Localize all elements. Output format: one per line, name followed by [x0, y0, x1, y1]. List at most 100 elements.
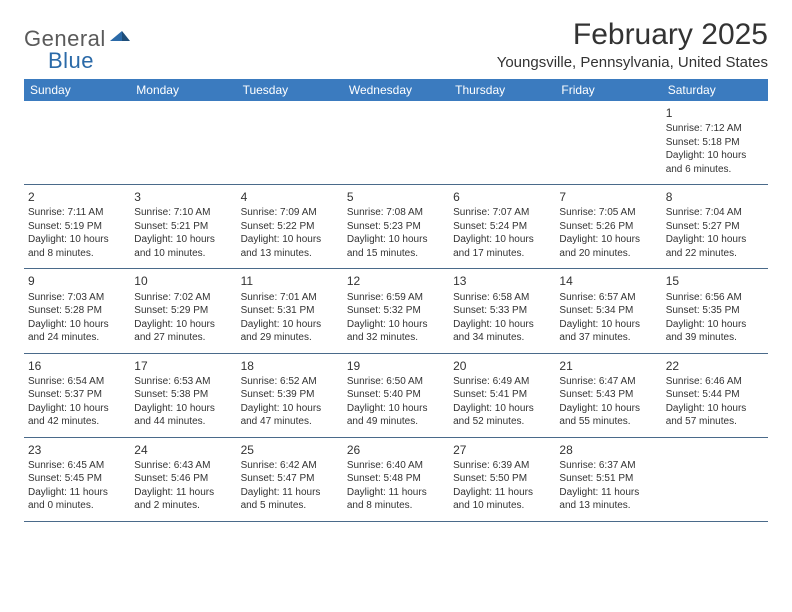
daylight-text: Daylight: 10 hours and 15 minutes.	[347, 233, 445, 260]
day-number: 25	[241, 442, 339, 458]
sunset-text: Sunset: 5:33 PM	[453, 304, 551, 318]
title-block: February 2025 Youngsville, Pennsylvania,…	[497, 18, 768, 71]
sunrise-text: Sunrise: 6:50 AM	[347, 375, 445, 389]
day-number: 24	[134, 442, 232, 458]
day-number: 3	[134, 189, 232, 205]
day-number: 19	[347, 358, 445, 374]
daylight-text: Daylight: 10 hours and 52 minutes.	[453, 402, 551, 429]
day-number: 1	[666, 105, 764, 121]
day-cell: 27Sunrise: 6:39 AMSunset: 5:50 PMDayligh…	[449, 438, 555, 521]
day-number: 14	[559, 273, 657, 289]
day-number: 27	[453, 442, 551, 458]
day-cell: 25Sunrise: 6:42 AMSunset: 5:47 PMDayligh…	[237, 438, 343, 521]
sunset-text: Sunset: 5:37 PM	[28, 388, 126, 402]
sunrise-text: Sunrise: 6:54 AM	[28, 375, 126, 389]
sunrise-text: Sunrise: 6:58 AM	[453, 291, 551, 305]
day-number: 4	[241, 189, 339, 205]
day-number: 8	[666, 189, 764, 205]
day-cell: 3Sunrise: 7:10 AMSunset: 5:21 PMDaylight…	[130, 185, 236, 268]
sunrise-text: Sunrise: 6:43 AM	[134, 459, 232, 473]
day-cell: 8Sunrise: 7:04 AMSunset: 5:27 PMDaylight…	[662, 185, 768, 268]
day-cell	[24, 101, 130, 184]
sunset-text: Sunset: 5:29 PM	[134, 304, 232, 318]
logo: General Blue	[24, 18, 132, 52]
weekday-header: Thursday	[449, 79, 555, 101]
month-title: February 2025	[497, 18, 768, 52]
day-cell: 11Sunrise: 7:01 AMSunset: 5:31 PMDayligh…	[237, 269, 343, 352]
sunrise-text: Sunrise: 6:57 AM	[559, 291, 657, 305]
sunset-text: Sunset: 5:24 PM	[453, 220, 551, 234]
weekday-header-row: Sunday Monday Tuesday Wednesday Thursday…	[24, 79, 768, 101]
day-number: 6	[453, 189, 551, 205]
sunset-text: Sunset: 5:19 PM	[28, 220, 126, 234]
weekday-header: Sunday	[24, 79, 130, 101]
weekday-header: Saturday	[662, 79, 768, 101]
sunset-text: Sunset: 5:28 PM	[28, 304, 126, 318]
sunrise-text: Sunrise: 6:53 AM	[134, 375, 232, 389]
daylight-text: Daylight: 10 hours and 27 minutes.	[134, 318, 232, 345]
sunrise-text: Sunrise: 6:45 AM	[28, 459, 126, 473]
daylight-text: Daylight: 10 hours and 10 minutes.	[134, 233, 232, 260]
daylight-text: Daylight: 10 hours and 39 minutes.	[666, 318, 764, 345]
daylight-text: Daylight: 10 hours and 22 minutes.	[666, 233, 764, 260]
location: Youngsville, Pennsylvania, United States	[497, 54, 768, 71]
day-number: 2	[28, 189, 126, 205]
day-cell	[237, 101, 343, 184]
day-cell: 19Sunrise: 6:50 AMSunset: 5:40 PMDayligh…	[343, 354, 449, 437]
day-cell: 20Sunrise: 6:49 AMSunset: 5:41 PMDayligh…	[449, 354, 555, 437]
week-row: 16Sunrise: 6:54 AMSunset: 5:37 PMDayligh…	[24, 354, 768, 438]
daylight-text: Daylight: 10 hours and 24 minutes.	[28, 318, 126, 345]
day-number: 9	[28, 273, 126, 289]
sunrise-text: Sunrise: 6:59 AM	[347, 291, 445, 305]
sunset-text: Sunset: 5:47 PM	[241, 472, 339, 486]
sunrise-text: Sunrise: 7:02 AM	[134, 291, 232, 305]
daylight-text: Daylight: 11 hours and 13 minutes.	[559, 486, 657, 513]
sunset-text: Sunset: 5:31 PM	[241, 304, 339, 318]
daylight-text: Daylight: 10 hours and 49 minutes.	[347, 402, 445, 429]
sunset-text: Sunset: 5:27 PM	[666, 220, 764, 234]
daylight-text: Daylight: 10 hours and 57 minutes.	[666, 402, 764, 429]
sunset-text: Sunset: 5:48 PM	[347, 472, 445, 486]
logo-text-blue: Blue	[48, 48, 94, 73]
sunrise-text: Sunrise: 6:49 AM	[453, 375, 551, 389]
day-cell: 2Sunrise: 7:11 AMSunset: 5:19 PMDaylight…	[24, 185, 130, 268]
day-number: 28	[559, 442, 657, 458]
day-cell: 6Sunrise: 7:07 AMSunset: 5:24 PMDaylight…	[449, 185, 555, 268]
sunset-text: Sunset: 5:46 PM	[134, 472, 232, 486]
sunset-text: Sunset: 5:43 PM	[559, 388, 657, 402]
logo-mark-icon	[110, 25, 132, 48]
day-cell: 28Sunrise: 6:37 AMSunset: 5:51 PMDayligh…	[555, 438, 661, 521]
sunrise-text: Sunrise: 6:46 AM	[666, 375, 764, 389]
day-cell	[449, 101, 555, 184]
day-cell: 23Sunrise: 6:45 AMSunset: 5:45 PMDayligh…	[24, 438, 130, 521]
sunset-text: Sunset: 5:32 PM	[347, 304, 445, 318]
sunset-text: Sunset: 5:41 PM	[453, 388, 551, 402]
day-cell	[662, 438, 768, 521]
day-cell: 17Sunrise: 6:53 AMSunset: 5:38 PMDayligh…	[130, 354, 236, 437]
header-row: General Blue February 2025 Youngsville, …	[24, 18, 768, 71]
daylight-text: Daylight: 11 hours and 8 minutes.	[347, 486, 445, 513]
sunrise-text: Sunrise: 7:09 AM	[241, 206, 339, 220]
sunrise-text: Sunrise: 6:40 AM	[347, 459, 445, 473]
day-number: 20	[453, 358, 551, 374]
daylight-text: Daylight: 10 hours and 20 minutes.	[559, 233, 657, 260]
weeks-container: 1Sunrise: 7:12 AMSunset: 5:18 PMDaylight…	[24, 101, 768, 522]
day-number: 5	[347, 189, 445, 205]
daylight-text: Daylight: 10 hours and 32 minutes.	[347, 318, 445, 345]
weekday-header: Tuesday	[237, 79, 343, 101]
calendar-page: General Blue February 2025 Youngsville, …	[0, 0, 792, 522]
sunset-text: Sunset: 5:45 PM	[28, 472, 126, 486]
sunrise-text: Sunrise: 6:37 AM	[559, 459, 657, 473]
daylight-text: Daylight: 10 hours and 17 minutes.	[453, 233, 551, 260]
sunset-text: Sunset: 5:44 PM	[666, 388, 764, 402]
daylight-text: Daylight: 10 hours and 34 minutes.	[453, 318, 551, 345]
sunrise-text: Sunrise: 7:08 AM	[347, 206, 445, 220]
day-cell: 9Sunrise: 7:03 AMSunset: 5:28 PMDaylight…	[24, 269, 130, 352]
week-row: 2Sunrise: 7:11 AMSunset: 5:19 PMDaylight…	[24, 185, 768, 269]
sunrise-text: Sunrise: 6:42 AM	[241, 459, 339, 473]
day-cell: 15Sunrise: 6:56 AMSunset: 5:35 PMDayligh…	[662, 269, 768, 352]
sunset-text: Sunset: 5:50 PM	[453, 472, 551, 486]
daylight-text: Daylight: 10 hours and 8 minutes.	[28, 233, 126, 260]
weekday-header: Wednesday	[343, 79, 449, 101]
week-row: 23Sunrise: 6:45 AMSunset: 5:45 PMDayligh…	[24, 438, 768, 522]
